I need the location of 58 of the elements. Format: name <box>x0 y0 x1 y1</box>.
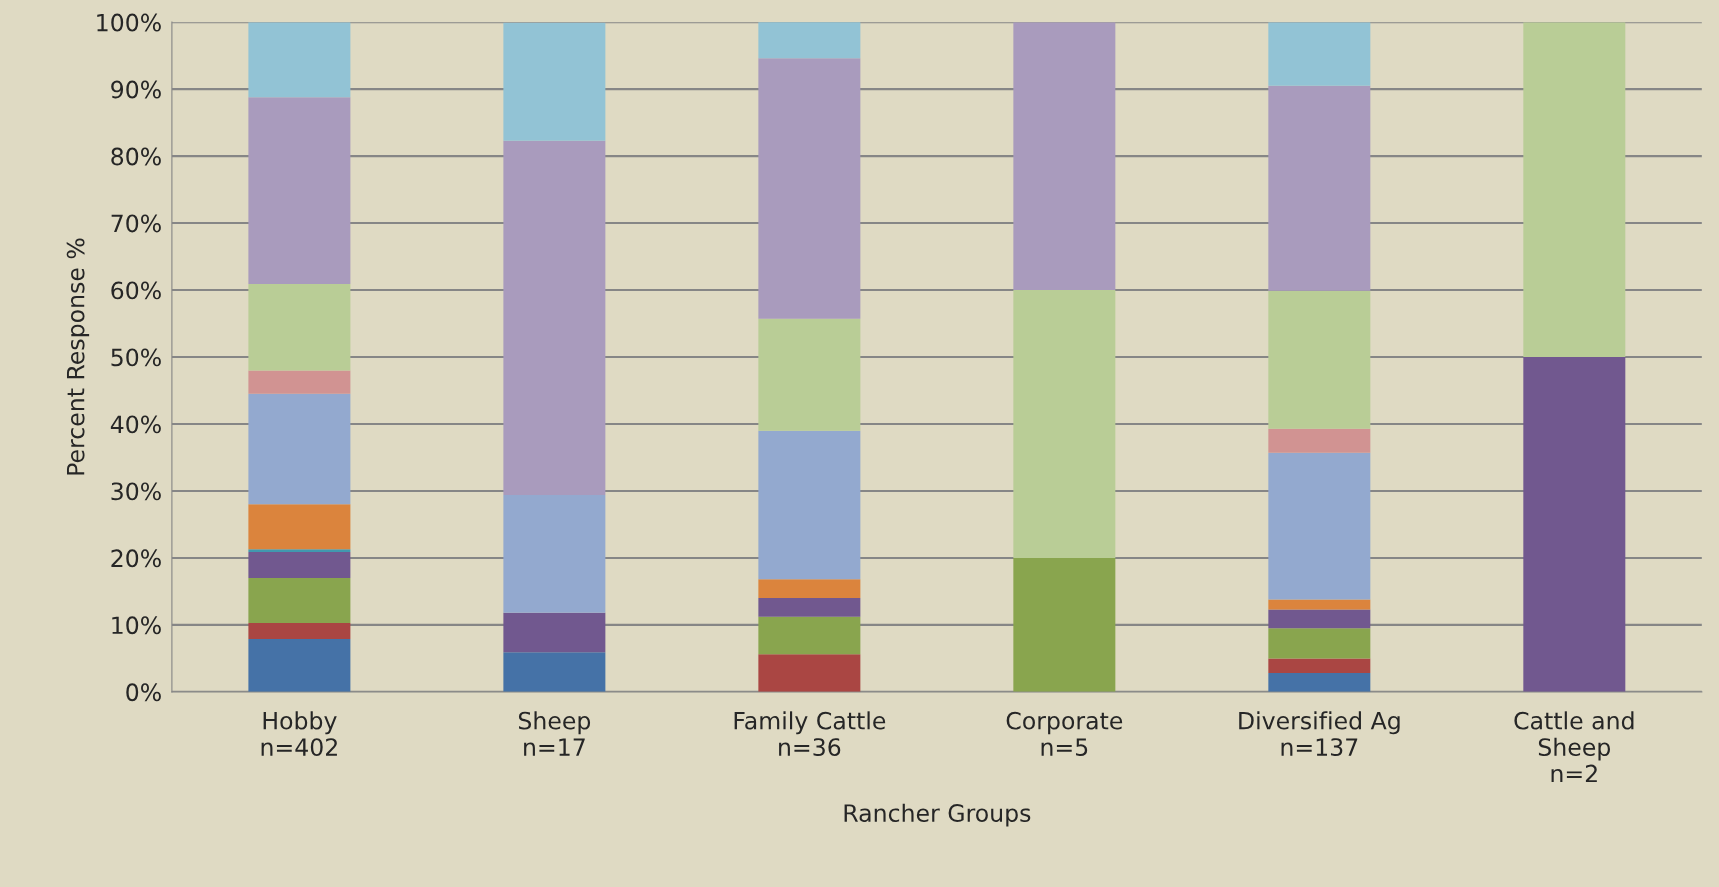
bar <box>1013 22 1116 291</box>
y-tick-label: 0% <box>126 683 161 702</box>
bar <box>758 318 861 431</box>
bar <box>758 654 861 692</box>
y-tick-label: 80% <box>111 147 161 166</box>
x-tick-label: Sheep n=17 <box>518 711 591 756</box>
bar <box>248 551 351 579</box>
bar <box>1268 428 1371 453</box>
bar <box>758 58 861 319</box>
bar <box>248 284 351 371</box>
y-tick-label: 30% <box>111 482 161 501</box>
bar <box>248 578 351 623</box>
bar <box>1268 22 1371 86</box>
bar <box>1268 85 1371 291</box>
x-tick-label: Diversified Ag n=137 <box>1239 711 1400 757</box>
bar <box>1268 609 1371 629</box>
x-tick-label: Cattle and Sheep n=2 <box>1514 711 1634 783</box>
x-tick-label: Corporate n=5 <box>1006 711 1123 757</box>
bar <box>758 430 861 580</box>
bar <box>1268 290 1371 429</box>
bar <box>758 598 861 617</box>
bar <box>248 549 351 552</box>
bar <box>503 494 606 613</box>
bar <box>503 22 606 141</box>
y-tick-label: 50% <box>111 348 161 367</box>
bar <box>503 652 606 692</box>
bar <box>503 612 606 653</box>
x-tick-label: Hobby n=402 <box>261 711 337 757</box>
x-tick-label: Family Cattle n=36 <box>734 711 886 757</box>
bar <box>248 622 351 639</box>
y-axis-title: Percent Response % <box>66 238 90 475</box>
bar <box>1523 22 1626 358</box>
bar <box>1268 673 1371 692</box>
bar <box>1268 452 1371 600</box>
bar <box>248 97 351 285</box>
x-axis-title: Rancher Groups <box>844 803 1031 827</box>
bar <box>248 393 351 505</box>
bar <box>758 579 861 599</box>
y-tick-label: 40% <box>110 415 161 434</box>
bar <box>1013 290 1116 558</box>
bar <box>1523 357 1626 692</box>
y-tick-label: 20% <box>111 549 161 568</box>
y-tick-label: 60% <box>111 281 161 300</box>
bar <box>1013 557 1116 692</box>
bar <box>248 638 351 692</box>
bar <box>248 504 351 550</box>
bar <box>503 140 606 495</box>
bar <box>1268 628 1371 659</box>
bar <box>248 370 351 394</box>
bar <box>1268 599 1371 610</box>
bar <box>248 22 351 98</box>
y-tick-label: 90% <box>111 80 161 99</box>
y-tick-label: 70% <box>111 214 161 233</box>
y-tick-label: 100% <box>97 13 161 32</box>
y-tick-label: 10% <box>112 616 161 635</box>
bar <box>1268 658 1371 674</box>
bar <box>758 616 861 655</box>
bar <box>758 22 861 59</box>
